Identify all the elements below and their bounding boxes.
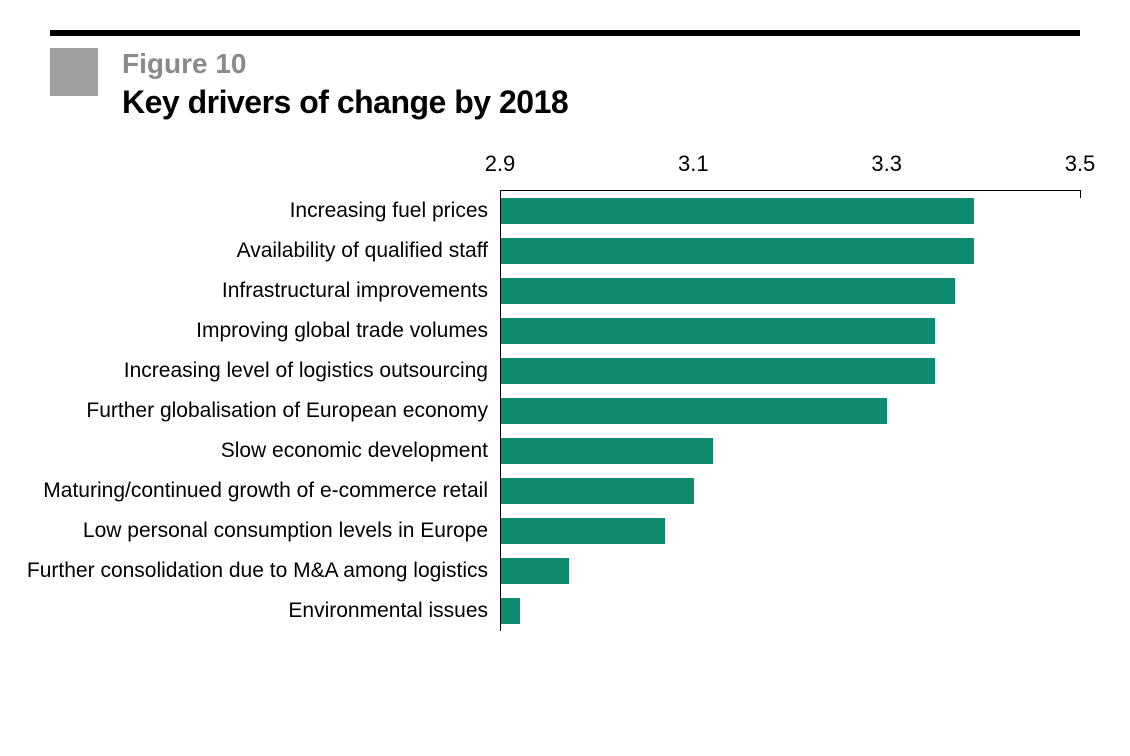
bar-label: Environmental issues <box>50 591 500 631</box>
x-tick-label: 3.3 <box>871 151 902 177</box>
x-axis: 2.93.13.33.5 <box>50 151 1080 191</box>
bar-label: Further consolidation due to M&A among l… <box>50 551 500 591</box>
axis-spacer <box>50 151 500 191</box>
bar-labels-column: Increasing fuel pricesAvailability of qu… <box>50 191 500 631</box>
bar-label: Maturing/continued growth of e-commerce … <box>50 471 500 511</box>
bar-row <box>501 511 1080 551</box>
figure-title: Key drivers of change by 2018 <box>122 84 568 121</box>
figure-header: Figure 10 Key drivers of change by 2018 <box>50 48 1080 121</box>
figure-container: Figure 10 Key drivers of change by 2018 … <box>50 30 1080 631</box>
bars-column <box>500 191 1080 631</box>
chart-area: 2.93.13.33.5 Increasing fuel pricesAvail… <box>50 151 1080 631</box>
bar-label: Low personal consumption levels in Europ… <box>50 511 500 551</box>
bar-row <box>501 271 1080 311</box>
bar-row <box>501 471 1080 511</box>
bar <box>501 598 520 624</box>
bar <box>501 398 887 424</box>
bar-row <box>501 351 1080 391</box>
bar <box>501 198 974 224</box>
figure-label: Figure 10 <box>122 48 568 80</box>
x-tick-label: 3.1 <box>678 151 709 177</box>
x-tick-label: 2.9 <box>485 151 516 177</box>
x-axis-scale: 2.93.13.33.5 <box>500 151 1080 191</box>
bar <box>501 518 665 544</box>
bar-label: Improving global trade volumes <box>50 311 500 351</box>
bar-row <box>501 391 1080 431</box>
x-tick-label: 3.5 <box>1065 151 1096 177</box>
bars-region: Increasing fuel pricesAvailability of qu… <box>50 191 1080 631</box>
bar-row <box>501 551 1080 591</box>
bar <box>501 318 935 344</box>
bar-label: Increasing level of logistics outsourcin… <box>50 351 500 391</box>
bar-label: Slow economic development <box>50 431 500 471</box>
bar-label: Availability of qualified staff <box>50 231 500 271</box>
bar-row <box>501 311 1080 351</box>
bar-row <box>501 431 1080 471</box>
bar <box>501 358 935 384</box>
bar-label: Further globalisation of European econom… <box>50 391 500 431</box>
bar <box>501 558 569 584</box>
bar-label: Infrastructural improvements <box>50 271 500 311</box>
top-rule <box>50 30 1080 36</box>
bar <box>501 278 955 304</box>
bar <box>501 478 694 504</box>
bar <box>501 238 974 264</box>
bar-row <box>501 591 1080 631</box>
bar <box>501 438 713 464</box>
bar-label: Increasing fuel prices <box>50 191 500 231</box>
figure-header-text: Figure 10 Key drivers of change by 2018 <box>122 48 568 121</box>
figure-marker-square <box>50 48 98 96</box>
bar-row <box>501 231 1080 271</box>
bar-row <box>501 191 1080 231</box>
x-tick-mark <box>1080 190 1081 198</box>
